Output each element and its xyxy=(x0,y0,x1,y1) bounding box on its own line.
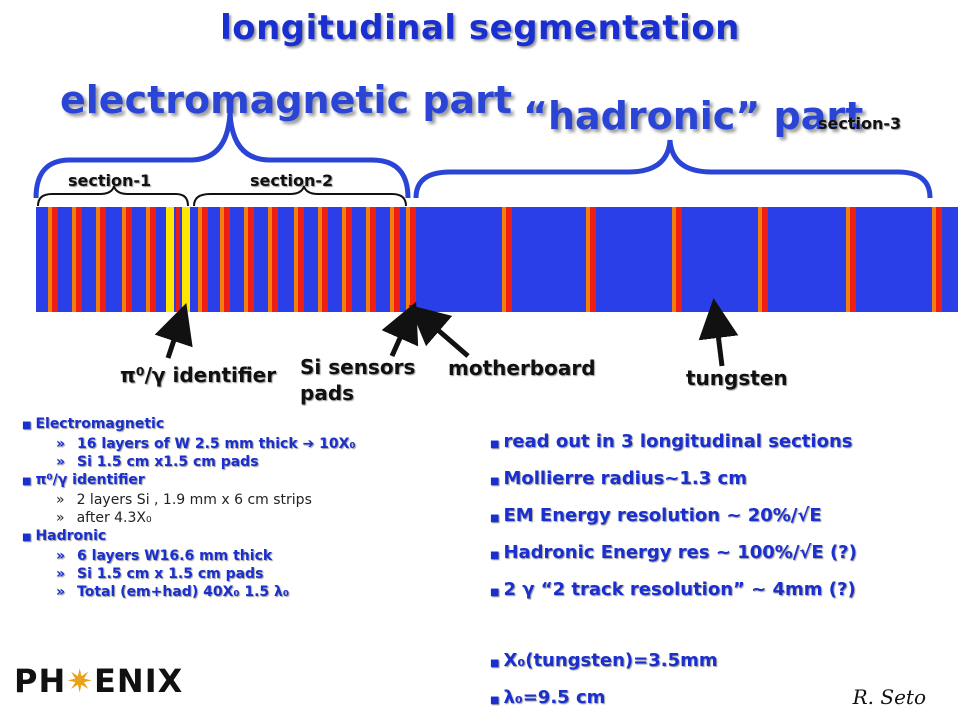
list-item: » Total (em+had) 40X₀ 1.5 λ₀ xyxy=(56,584,290,600)
identifier-arrow xyxy=(154,303,193,359)
si-layer xyxy=(846,207,850,312)
si-layer xyxy=(48,207,52,312)
motherboard-layer xyxy=(410,207,416,312)
tungsten-layer xyxy=(394,207,400,312)
si-layer xyxy=(390,207,394,312)
si-layer xyxy=(244,207,248,312)
si-layer xyxy=(146,207,150,312)
slide-title: longitudinal segmentation xyxy=(220,8,740,48)
si-sensors-line1: Si sensors xyxy=(300,355,416,379)
identifier-layer xyxy=(166,207,174,312)
list-item: ■ Mollierre radius~1.3 cm xyxy=(490,468,747,489)
si-layer xyxy=(342,207,346,312)
list-item: ■ π⁰/γ identifier xyxy=(22,472,145,488)
tungsten-layer xyxy=(248,207,254,312)
tungsten-layer xyxy=(506,207,512,312)
si-layer xyxy=(220,207,224,312)
list-item: ■ λ₀=9.5 cm xyxy=(490,687,606,708)
tungsten-label: tungsten xyxy=(686,366,788,390)
si-layer xyxy=(294,207,298,312)
list-spacer xyxy=(490,610,950,644)
tungsten-layer xyxy=(224,207,230,312)
list-item: ■ Hadronic xyxy=(22,528,107,544)
author-signature: R. Seto xyxy=(852,685,926,709)
tungsten-layer xyxy=(272,207,278,312)
tungsten-layer xyxy=(850,207,856,312)
calorimeter-body xyxy=(36,207,958,312)
tungsten-layer xyxy=(590,207,596,312)
identifier-layer xyxy=(176,207,180,312)
list-item: ■ EM Energy resolution ~ 20%/√E xyxy=(490,505,822,526)
list-item: » Si 1.5 cm x1.5 cm pads xyxy=(56,454,259,470)
tungsten-layer xyxy=(298,207,304,312)
si-layer xyxy=(268,207,272,312)
identifier-label: π⁰/γ identifier xyxy=(120,363,277,387)
hadronic-brace xyxy=(413,139,933,199)
hadronic-part-heading: “hadronic” part xyxy=(523,94,864,138)
tungsten-layer xyxy=(762,207,768,312)
list-item: » Si 1.5 cm x 1.5 cm pads xyxy=(56,566,264,582)
si-layer xyxy=(198,207,202,312)
motherboard-arrow xyxy=(408,304,470,358)
list-item: » 6 layers W16.6 mm thick xyxy=(56,548,273,564)
si-layer xyxy=(932,207,936,312)
list-item: ■ Electromagnetic xyxy=(22,416,165,432)
motherboard-label: motherboard xyxy=(448,356,596,380)
tungsten-layer xyxy=(936,207,942,312)
em-part-heading: electromagnetic part xyxy=(60,78,513,122)
tungsten-layer xyxy=(322,207,328,312)
tungsten-layer xyxy=(346,207,352,312)
layer-group xyxy=(48,207,942,312)
tungsten-layer xyxy=(76,207,82,312)
si-layer xyxy=(96,207,100,312)
list-item: ■ 2 γ “2 track resolution” ~ 4mm (?) xyxy=(490,579,856,600)
tungsten-layer xyxy=(370,207,376,312)
phenix-logo: PH✷ENIX xyxy=(14,662,184,700)
section-2-brace xyxy=(193,185,407,207)
si-layer xyxy=(758,207,762,312)
tungsten-layer xyxy=(100,207,106,312)
tungsten-layer xyxy=(52,207,58,312)
tungsten-arrow xyxy=(698,298,739,367)
spec-list-right: ■ read out in 3 longitudinal sections ■ Mo… xyxy=(490,425,950,718)
list-item: ■ read out in 3 longitudinal sections xyxy=(490,431,853,452)
motherboard-layer xyxy=(406,207,410,312)
section-1-brace xyxy=(37,185,189,207)
spec-list-left: ■ Electromagnetic » 16 layers of W 2.5 mm … xyxy=(22,415,462,601)
em-brace xyxy=(33,111,411,199)
calorimeter-diagram xyxy=(33,111,958,367)
section-2-label: section-2 xyxy=(250,171,334,190)
si-layer xyxy=(366,207,370,312)
tungsten-layer xyxy=(202,207,208,312)
list-item: » 16 layers of W 2.5 mm thick ➔ 10X₀ xyxy=(56,436,356,452)
tungsten-layer xyxy=(126,207,132,312)
si-sensors-line2: pads xyxy=(300,381,355,405)
si-sensors-label: Si sensors pads xyxy=(300,354,415,406)
si-layer xyxy=(72,207,76,312)
phenix-star-icon: ✷ xyxy=(66,662,95,700)
list-item: » 2 layers Si , 1.9 mm x 6 cm strips xyxy=(56,492,312,508)
tungsten-layer xyxy=(676,207,682,312)
si-layer xyxy=(318,207,322,312)
section-1-label: section-1 xyxy=(68,171,152,190)
tungsten-layer xyxy=(150,207,156,312)
si-sensors-arrow xyxy=(381,301,419,358)
identifier-layer xyxy=(182,207,190,312)
section-3-label: section-3 xyxy=(818,114,902,133)
list-item: » after 4.3X₀ xyxy=(56,510,152,526)
si-layer xyxy=(122,207,126,312)
si-layer xyxy=(672,207,676,312)
si-layer xyxy=(586,207,590,312)
si-layer xyxy=(502,207,506,312)
list-item: ■ X₀(tungsten)=3.5mm xyxy=(490,650,718,671)
list-item: ■ Hadronic Energy res ~ 100%/√E (?) xyxy=(490,542,857,563)
